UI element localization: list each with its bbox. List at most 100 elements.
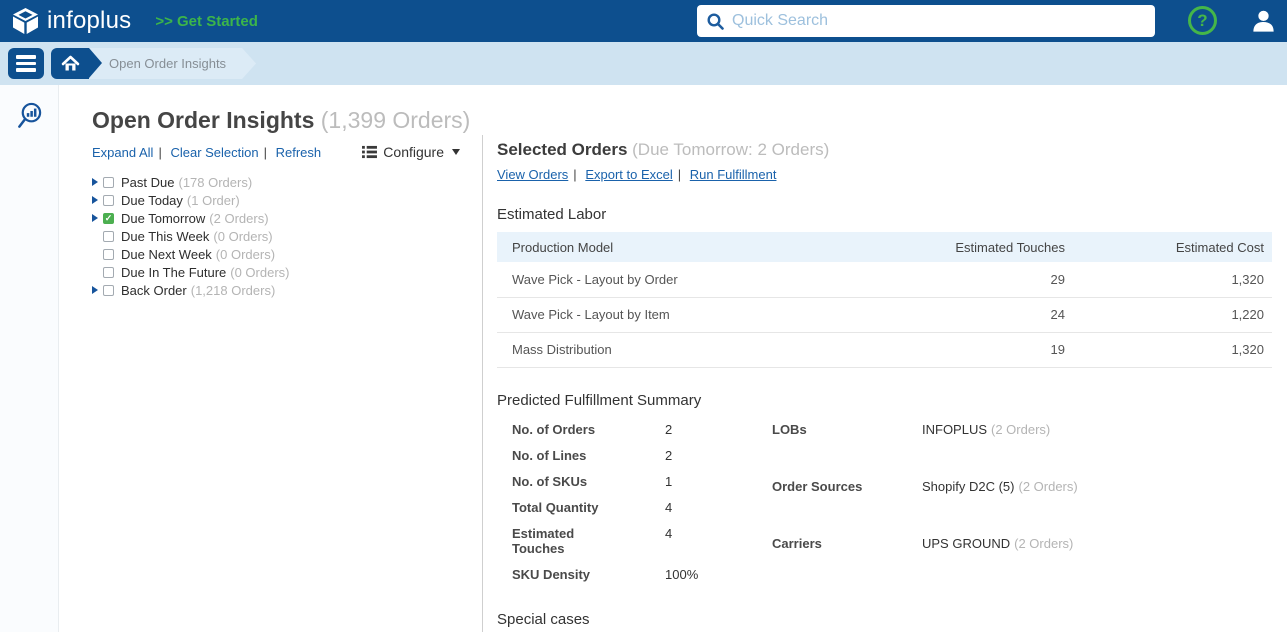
page-title-count: (1,399 Orders) <box>320 107 471 133</box>
tree-action-link[interactable]: Expand All <box>92 144 154 160</box>
tree-item: Due In The Future (0 Orders) <box>92 263 460 281</box>
triangle-right-icon[interactable] <box>92 214 98 222</box>
breadcrumb-bar: Open Order Insights <box>0 42 1287 85</box>
tree-item: Due This Week (0 Orders) <box>92 227 460 245</box>
page-content: Open Order Insights (1,399 Orders) Expan… <box>0 85 1287 632</box>
top-navigation-bar: infoplus >> Get Started ? <box>0 0 1287 42</box>
attribute-count: (2 Orders) <box>1018 478 1078 494</box>
left-icon-sidebar <box>0 85 59 632</box>
tree-action-links: Expand All | Clear Selection | Refresh <box>92 145 331 160</box>
tree-item: Due Next Week (0 Orders) <box>92 245 460 263</box>
user-icon <box>1253 10 1274 32</box>
attribute-count: (2 Orders) <box>991 421 1051 437</box>
brand-name: infoplus <box>47 7 132 34</box>
metric-value: 2 <box>665 447 673 463</box>
main-area: Open Order Insights (1,399 Orders) Expan… <box>59 85 1287 632</box>
attribute-label: Carriers <box>772 535 822 551</box>
metric-value: 4 <box>665 499 673 515</box>
tree-item: Due Tomorrow (2 Orders) <box>92 209 460 227</box>
search-input[interactable] <box>732 12 1145 30</box>
tree-item-checkbox[interactable] <box>103 194 114 206</box>
metric-label: Total Quantity <box>512 499 599 515</box>
estimated-labor-title: Estimated Labor <box>497 206 607 223</box>
table-row: Mass Distribution 19 1,320 <box>497 332 1272 368</box>
insights-magnifier-icon[interactable] <box>16 102 43 130</box>
metric-label: No. of Lines <box>512 447 587 463</box>
order-tree: Past Due (178 Orders) Due Today (1 Order… <box>92 173 460 299</box>
triangle-right-icon[interactable] <box>92 196 98 204</box>
summary-metrics: No. of Orders 2 No. of Lines 2 No. of SK… <box>512 422 725 582</box>
tree-item-checkbox[interactable] <box>103 266 114 278</box>
breadcrumb-current[interactable]: Open Order Insights <box>85 48 256 79</box>
triangle-right-icon[interactable] <box>92 178 98 186</box>
tree-item-count: (0 Orders) <box>230 264 290 280</box>
separator: | <box>677 167 682 182</box>
metric-label: No. of SKUs <box>512 473 588 489</box>
tree-item-checkbox[interactable] <box>103 248 114 260</box>
cell-estimated-touches: 19 <box>905 332 1065 368</box>
cell-estimated-touches: 24 <box>905 297 1065 333</box>
tree-item-checkbox[interactable] <box>103 284 114 296</box>
column-header-cost: Estimated Cost <box>1065 232 1272 262</box>
user-menu-button[interactable] <box>1250 8 1277 40</box>
selected-orders-title: Selected Orders (Due Tomorrow: 2 Orders) <box>497 140 830 159</box>
tree-item-label: Back Order <box>121 282 187 298</box>
tree-item-count: (178 Orders) <box>178 174 253 190</box>
selected-orders-subtitle: (Due Tomorrow: 2 Orders) <box>632 140 830 159</box>
separator: | <box>158 144 162 160</box>
configure-label: Configure <box>383 144 444 160</box>
selected-orders-panel: Selected Orders (Due Tomorrow: 2 Orders)… <box>482 135 1287 632</box>
cell-estimated-cost: 1,320 <box>1065 262 1272 298</box>
tree-item-count: (2 Orders) <box>209 210 269 226</box>
separator: | <box>573 167 577 182</box>
tree-action-link[interactable]: Refresh <box>275 144 322 160</box>
table-row: Wave Pick - Layout by Item 24 1,220 <box>497 297 1272 333</box>
attribute-count: (2 Orders) <box>1014 535 1074 551</box>
home-icon <box>61 55 79 71</box>
special-cases-title: Special cases <box>497 610 590 628</box>
attribute-value: INFOPLUS (2 Orders) <box>922 421 1051 437</box>
configure-button[interactable]: Configure <box>362 144 460 160</box>
brand-logo[interactable]: infoplus <box>12 7 131 35</box>
column-header-model: Production Model <box>497 232 905 262</box>
attribute-label: Order Sources <box>772 478 863 494</box>
get-started-link[interactable]: >> Get Started <box>155 12 258 30</box>
tree-item-label: Due Next Week <box>121 246 212 262</box>
tree-item-label: Due In The Future <box>121 264 227 280</box>
tree-item: Back Order (1,218 Orders) <box>92 281 460 299</box>
tree-item-label: Due Today <box>121 192 183 208</box>
help-button[interactable]: ? <box>1188 6 1217 35</box>
metric-value: 1 <box>665 473 673 489</box>
tree-item-checkbox[interactable] <box>103 176 114 188</box>
tree-item-count: (0 Orders) <box>213 228 273 244</box>
list-icon <box>362 145 378 159</box>
tree-item-count: (1,218 Orders) <box>190 282 276 298</box>
selected-orders-link[interactable]: View Orders <box>497 167 569 182</box>
tree-action-link[interactable]: Clear Selection <box>170 144 259 160</box>
attribute-label: LOBs <box>772 421 807 437</box>
triangle-right-icon[interactable] <box>92 286 98 294</box>
tree-item-label: Due This Week <box>121 228 210 244</box>
table-header-row: Production Model Estimated Touches Estim… <box>497 232 1272 262</box>
triangle-down-icon <box>452 149 460 155</box>
metric-label: No. of Orders <box>512 421 596 437</box>
tree-toolbar: Expand All | Clear Selection | Refresh Con… <box>92 144 460 160</box>
quick-search-box <box>697 5 1155 37</box>
page-title: Open Order Insights (1,399 Orders) <box>92 107 471 133</box>
selected-orders-link[interactable]: Run Fulfillment <box>689 167 777 182</box>
menu-icon <box>16 55 36 59</box>
home-button[interactable] <box>51 48 102 79</box>
cell-production-model: Wave Pick - Layout by Order <box>497 262 905 298</box>
tree-item-checkbox[interactable] <box>103 230 114 242</box>
selected-orders-link[interactable]: Export to Excel <box>585 167 673 182</box>
metric-label: Estimated Touches <box>512 525 575 556</box>
menu-button[interactable] <box>8 48 44 79</box>
metric-value: 2 <box>665 421 673 437</box>
estimated-labor-table: Production Model Estimated Touches Estim… <box>497 232 1272 368</box>
tree-item: Past Due (178 Orders) <box>92 173 460 191</box>
metric-value: 4 <box>665 525 673 541</box>
tree-item-count: (1 Order) <box>186 192 240 208</box>
metric-label: SKU Density <box>512 566 591 582</box>
selected-orders-links: View Orders | Export to Excel | Run Fulfil… <box>497 167 1272 182</box>
tree-item-checkbox[interactable] <box>103 212 114 224</box>
